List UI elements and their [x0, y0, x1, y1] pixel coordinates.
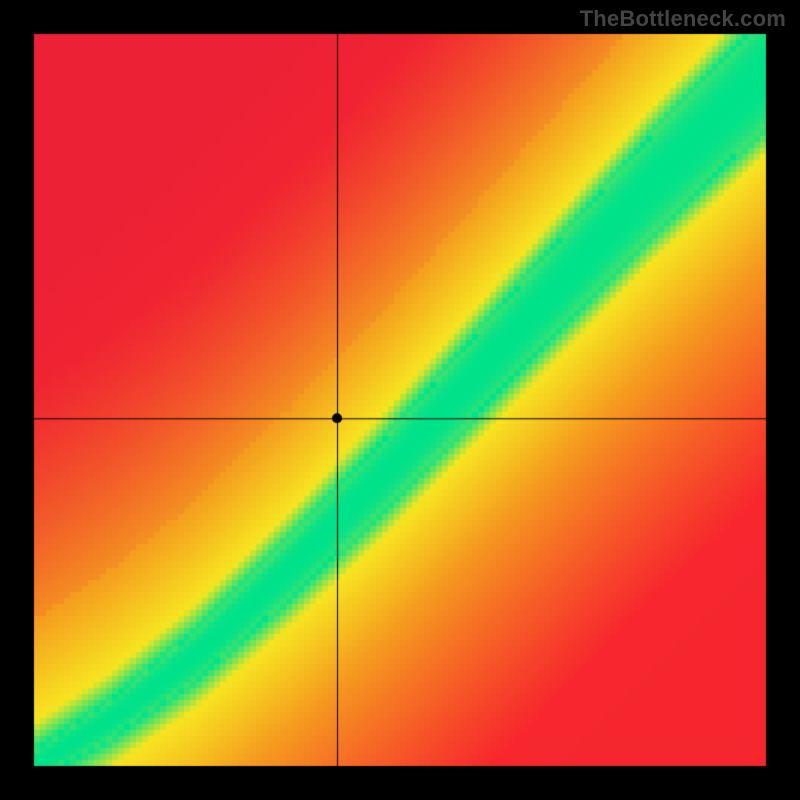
attribution-label: TheBottleneck.com — [580, 6, 786, 32]
bottleneck-heatmap: TheBottleneck.com — [0, 0, 800, 800]
heatmap-canvas — [0, 0, 800, 800]
